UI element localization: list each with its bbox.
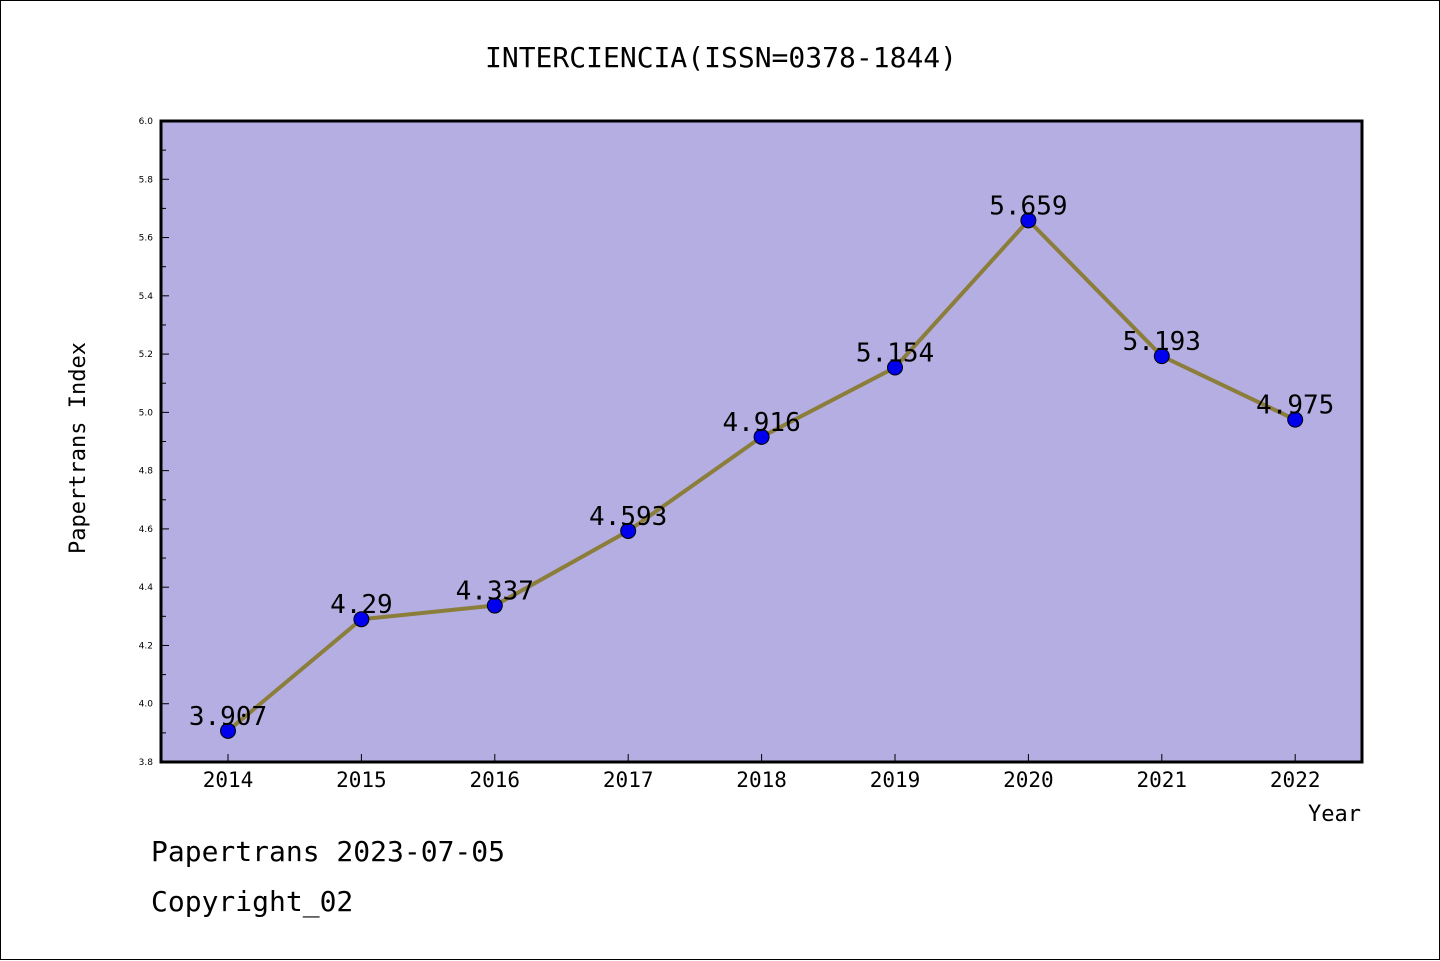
- data-label: 4.337: [456, 577, 534, 607]
- data-point: [1153, 348, 1170, 365]
- x-axis-title: Year: [1308, 802, 1361, 827]
- x-tick-label: 2021: [1137, 768, 1188, 792]
- x-axis: 2014 2015 2016 2017 2018 2019 2020 2021 2022: [203, 754, 1321, 792]
- data-label: 5.154: [856, 338, 934, 368]
- x-tick-label: 2019: [870, 768, 921, 792]
- data-label: 4.593: [589, 502, 667, 532]
- series-layer: 3.907 4.29 4.337 4.593 4.916 5.154 5.659 5.193 4…: [189, 191, 1334, 739]
- y-tick-label: 5.2: [139, 350, 153, 360]
- y-tick-label: 4.8: [139, 467, 154, 477]
- data-point: [620, 522, 637, 539]
- y-tick-label: 3.8: [139, 758, 154, 768]
- y-tick-label: 4.4: [139, 583, 154, 593]
- data-point: [753, 428, 770, 445]
- y-tick-label: 5.4: [139, 292, 154, 302]
- footer-date: Papertrans 2023-07-05: [151, 835, 506, 868]
- data-point: [887, 359, 903, 376]
- data-point: [1287, 411, 1304, 428]
- data-label: 4.916: [722, 408, 800, 438]
- data-point: [486, 597, 503, 614]
- x-tick-label: 2020: [1003, 768, 1054, 792]
- x-tick-label: 2022: [1270, 768, 1321, 792]
- y-tick-label: 5.0: [139, 408, 154, 418]
- data-label: 5.193: [1123, 327, 1201, 357]
- data-label: 4.29: [330, 590, 393, 620]
- y-tick-label: 5.8: [139, 175, 154, 185]
- data-label: 5.659: [989, 191, 1067, 221]
- data-label: 3.907: [189, 702, 267, 732]
- x-tick-label: 2017: [603, 768, 654, 792]
- data-label: 4.975: [1256, 391, 1334, 421]
- x-tick-label: 2015: [336, 768, 387, 792]
- data-point: [353, 611, 370, 628]
- x-tick-label: 2014: [203, 768, 254, 792]
- y-tick-label: 6.0: [139, 117, 154, 127]
- x-tick-label: 2018: [736, 768, 787, 792]
- data-point: [220, 722, 236, 739]
- data-point: [1020, 212, 1037, 229]
- x-tick-label: 2016: [470, 768, 521, 792]
- footer-copyright: Copyright_02: [151, 885, 354, 918]
- y-axis: 3.8 4.0 4.2 4.4 4.6 4.8 5.0 5.2 5.4 5.6 5.8 6.0: [139, 117, 169, 768]
- y-tick-label: 4.0: [139, 700, 154, 710]
- y-tick-label: 4.2: [139, 641, 153, 651]
- y-tick-label: 4.6: [139, 525, 154, 535]
- y-tick-label: 5.6: [139, 234, 154, 244]
- y-axis-title: Papertrans Index: [66, 342, 91, 554]
- chart-title: INTERCIENCIA(ISSN=0378-1844): [485, 41, 957, 74]
